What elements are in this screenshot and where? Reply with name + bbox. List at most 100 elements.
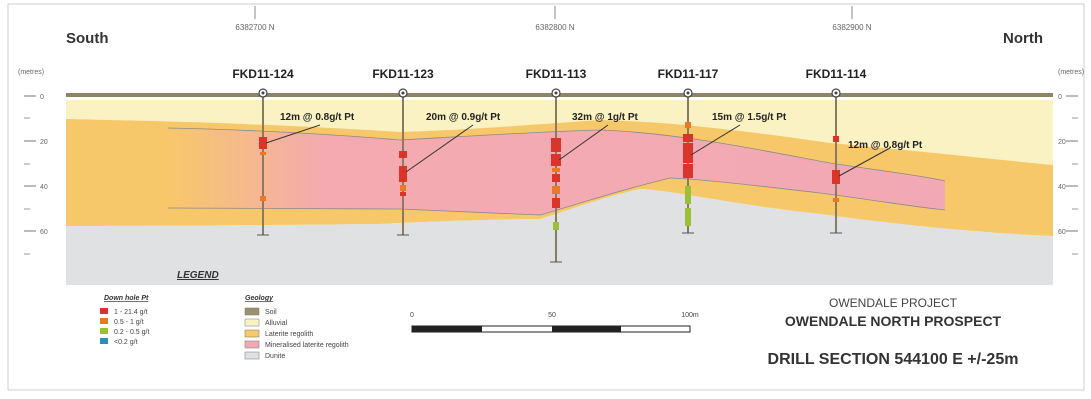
assay-interval-high (552, 174, 560, 182)
legend-label-mid: 0.5 - 1 g/t (114, 319, 144, 326)
hole-label: FKD11-113 (526, 67, 587, 81)
easting-label-3: 6382900 N (832, 23, 871, 32)
collar-dot-icon (401, 91, 405, 95)
easting-label-1: 6382700 N (235, 23, 274, 32)
prospect-title: OWENDALE NORTH PROSPECT (785, 313, 1002, 329)
mineralised-base-contact (167, 177, 946, 216)
depth-label-0-right: 0 (1058, 94, 1062, 101)
assay-interval-low (685, 186, 691, 204)
legend-swatch-dunite (244, 351, 260, 360)
scale-segment (412, 326, 482, 332)
legend-label-alluvial: Alluvial (265, 320, 288, 327)
legend-swatch-high (100, 308, 108, 314)
hole-label: FKD11-117 (658, 67, 719, 81)
drill-hole-fkd11-114: FKD11-114 12m @ 0.8g/t Pt (806, 67, 923, 234)
depth-axis-right: 0 20 40 60 (1058, 94, 1078, 255)
depth-label-0-left: 0 (40, 94, 44, 101)
assay-interval-high (399, 151, 407, 158)
legend-label-trace: <0.2 g/t (114, 339, 138, 346)
assay-interval-high (683, 134, 693, 142)
depth-label-40-right: 40 (1058, 184, 1066, 191)
project-title: OWENDALE PROJECT (829, 296, 958, 310)
intercept-leader (690, 124, 741, 156)
downhole-legend-title: Down hole Pt (104, 295, 149, 302)
legend-label-low: 0.2 - 0.5 g/t (114, 329, 149, 336)
scale-segment (552, 326, 621, 332)
scale-label-50: 50 (548, 312, 556, 319)
legend-title: LEGEND (177, 270, 219, 281)
section-title: DRILL SECTION 544100 E +/-25m (768, 351, 1019, 368)
assay-interval-mid (685, 122, 691, 128)
drill-hole-fkd11-123: FKD11-123 20m @ 0.9g/t Pt (372, 67, 501, 236)
collar-dot-icon (261, 91, 265, 95)
intercept-leader (265, 124, 321, 144)
intercept-leader (838, 147, 891, 177)
assay-interval-high (683, 164, 693, 178)
legend-label-high: 1 - 21.4 g/t (114, 309, 148, 316)
hole-label: FKD11-124 (232, 67, 294, 81)
north-label: North (1003, 30, 1043, 47)
assay-interval-mid (260, 152, 266, 155)
assay-interval-mid (552, 168, 560, 172)
intercept-label: 12m @ 0.8g/t Pt (280, 112, 355, 123)
intercept-label: 20m @ 0.9g/t Pt (426, 112, 501, 123)
collar-dot-icon (686, 91, 690, 95)
assay-interval-high (552, 198, 560, 208)
assay-interval-high (833, 136, 839, 142)
legend-swatch-mid (100, 318, 108, 324)
intercept-label: 15m @ 1.5g/t Pt (712, 112, 787, 123)
hole-label: FKD11-114 (806, 67, 867, 81)
depth-axis-left: 0 20 40 60 (24, 94, 48, 255)
scale-bar: 0 50 100m (410, 312, 699, 333)
intercept-leader (405, 124, 474, 173)
drill-hole-fkd11-117: FKD11-117 15m @ 1.5g/t Pt (658, 67, 787, 234)
legend-swatch-low (100, 328, 108, 334)
legend-swatch-trace (100, 338, 108, 344)
assay-interval-high (399, 166, 407, 182)
collar-dot-icon (834, 91, 838, 95)
collar-dot-icon (554, 91, 558, 95)
legend-swatch-mineralised (244, 340, 260, 349)
intercept-label: 12m @ 0.8g/t Pt (848, 140, 923, 151)
depth-label-20-left: 20 (40, 139, 48, 146)
assay-interval-mid (260, 196, 266, 201)
intercept-label: 32m @ 1g/t Pt (572, 112, 639, 123)
depth-label-40-left: 40 (40, 184, 48, 191)
mineralised-top-contact (167, 127, 946, 182)
hole-label: FKD11-123 (372, 67, 434, 81)
legend-swatch-soil (244, 307, 260, 316)
scale-label-0: 0 (410, 312, 414, 319)
depth-label-20-right: 20 (1058, 139, 1066, 146)
drill-hole-fkd11-113: FKD11-113 32m @ 1g/t Pt (526, 67, 639, 263)
assay-interval-high (832, 170, 840, 184)
assay-interval-low (553, 222, 559, 230)
geology-legend-title: Geology (245, 295, 274, 302)
depth-label-60-right: 60 (1058, 229, 1066, 236)
legend: LEGEND Down hole Pt 1 - 21.4 g/t 0.5 - 1… (100, 270, 349, 360)
units-left: (metres) (18, 69, 44, 76)
easting-label-2: 6382800 N (535, 23, 574, 32)
assay-interval-high (551, 138, 561, 152)
legend-label-dunite: Dunite (265, 353, 285, 360)
drill-hole-fkd11-124: FKD11-124 12m @ 0.8g/t Pt (232, 67, 355, 236)
assay-interval-mid (833, 198, 839, 202)
south-label: South (66, 30, 109, 47)
scale-label-100: 100m (681, 312, 699, 319)
dunite-layer (66, 189, 1053, 285)
legend-label-laterite: Laterite regolith (265, 331, 313, 338)
units-right: (metres) (1058, 69, 1084, 76)
assay-interval-high (400, 192, 406, 196)
legend-swatch-alluvial (244, 318, 260, 327)
assay-interval-mid (552, 186, 560, 194)
assay-interval-high (683, 143, 693, 163)
legend-label-soil: Soil (265, 309, 277, 316)
legend-swatch-laterite (244, 329, 260, 338)
assay-interval-high (259, 137, 267, 149)
assay-interval-high (551, 154, 561, 166)
intercept-leader (558, 124, 609, 161)
legend-label-mineralised: Mineralised laterite regolith (265, 342, 349, 349)
assay-interval-low (685, 208, 691, 226)
depth-label-60-left: 60 (40, 229, 48, 236)
